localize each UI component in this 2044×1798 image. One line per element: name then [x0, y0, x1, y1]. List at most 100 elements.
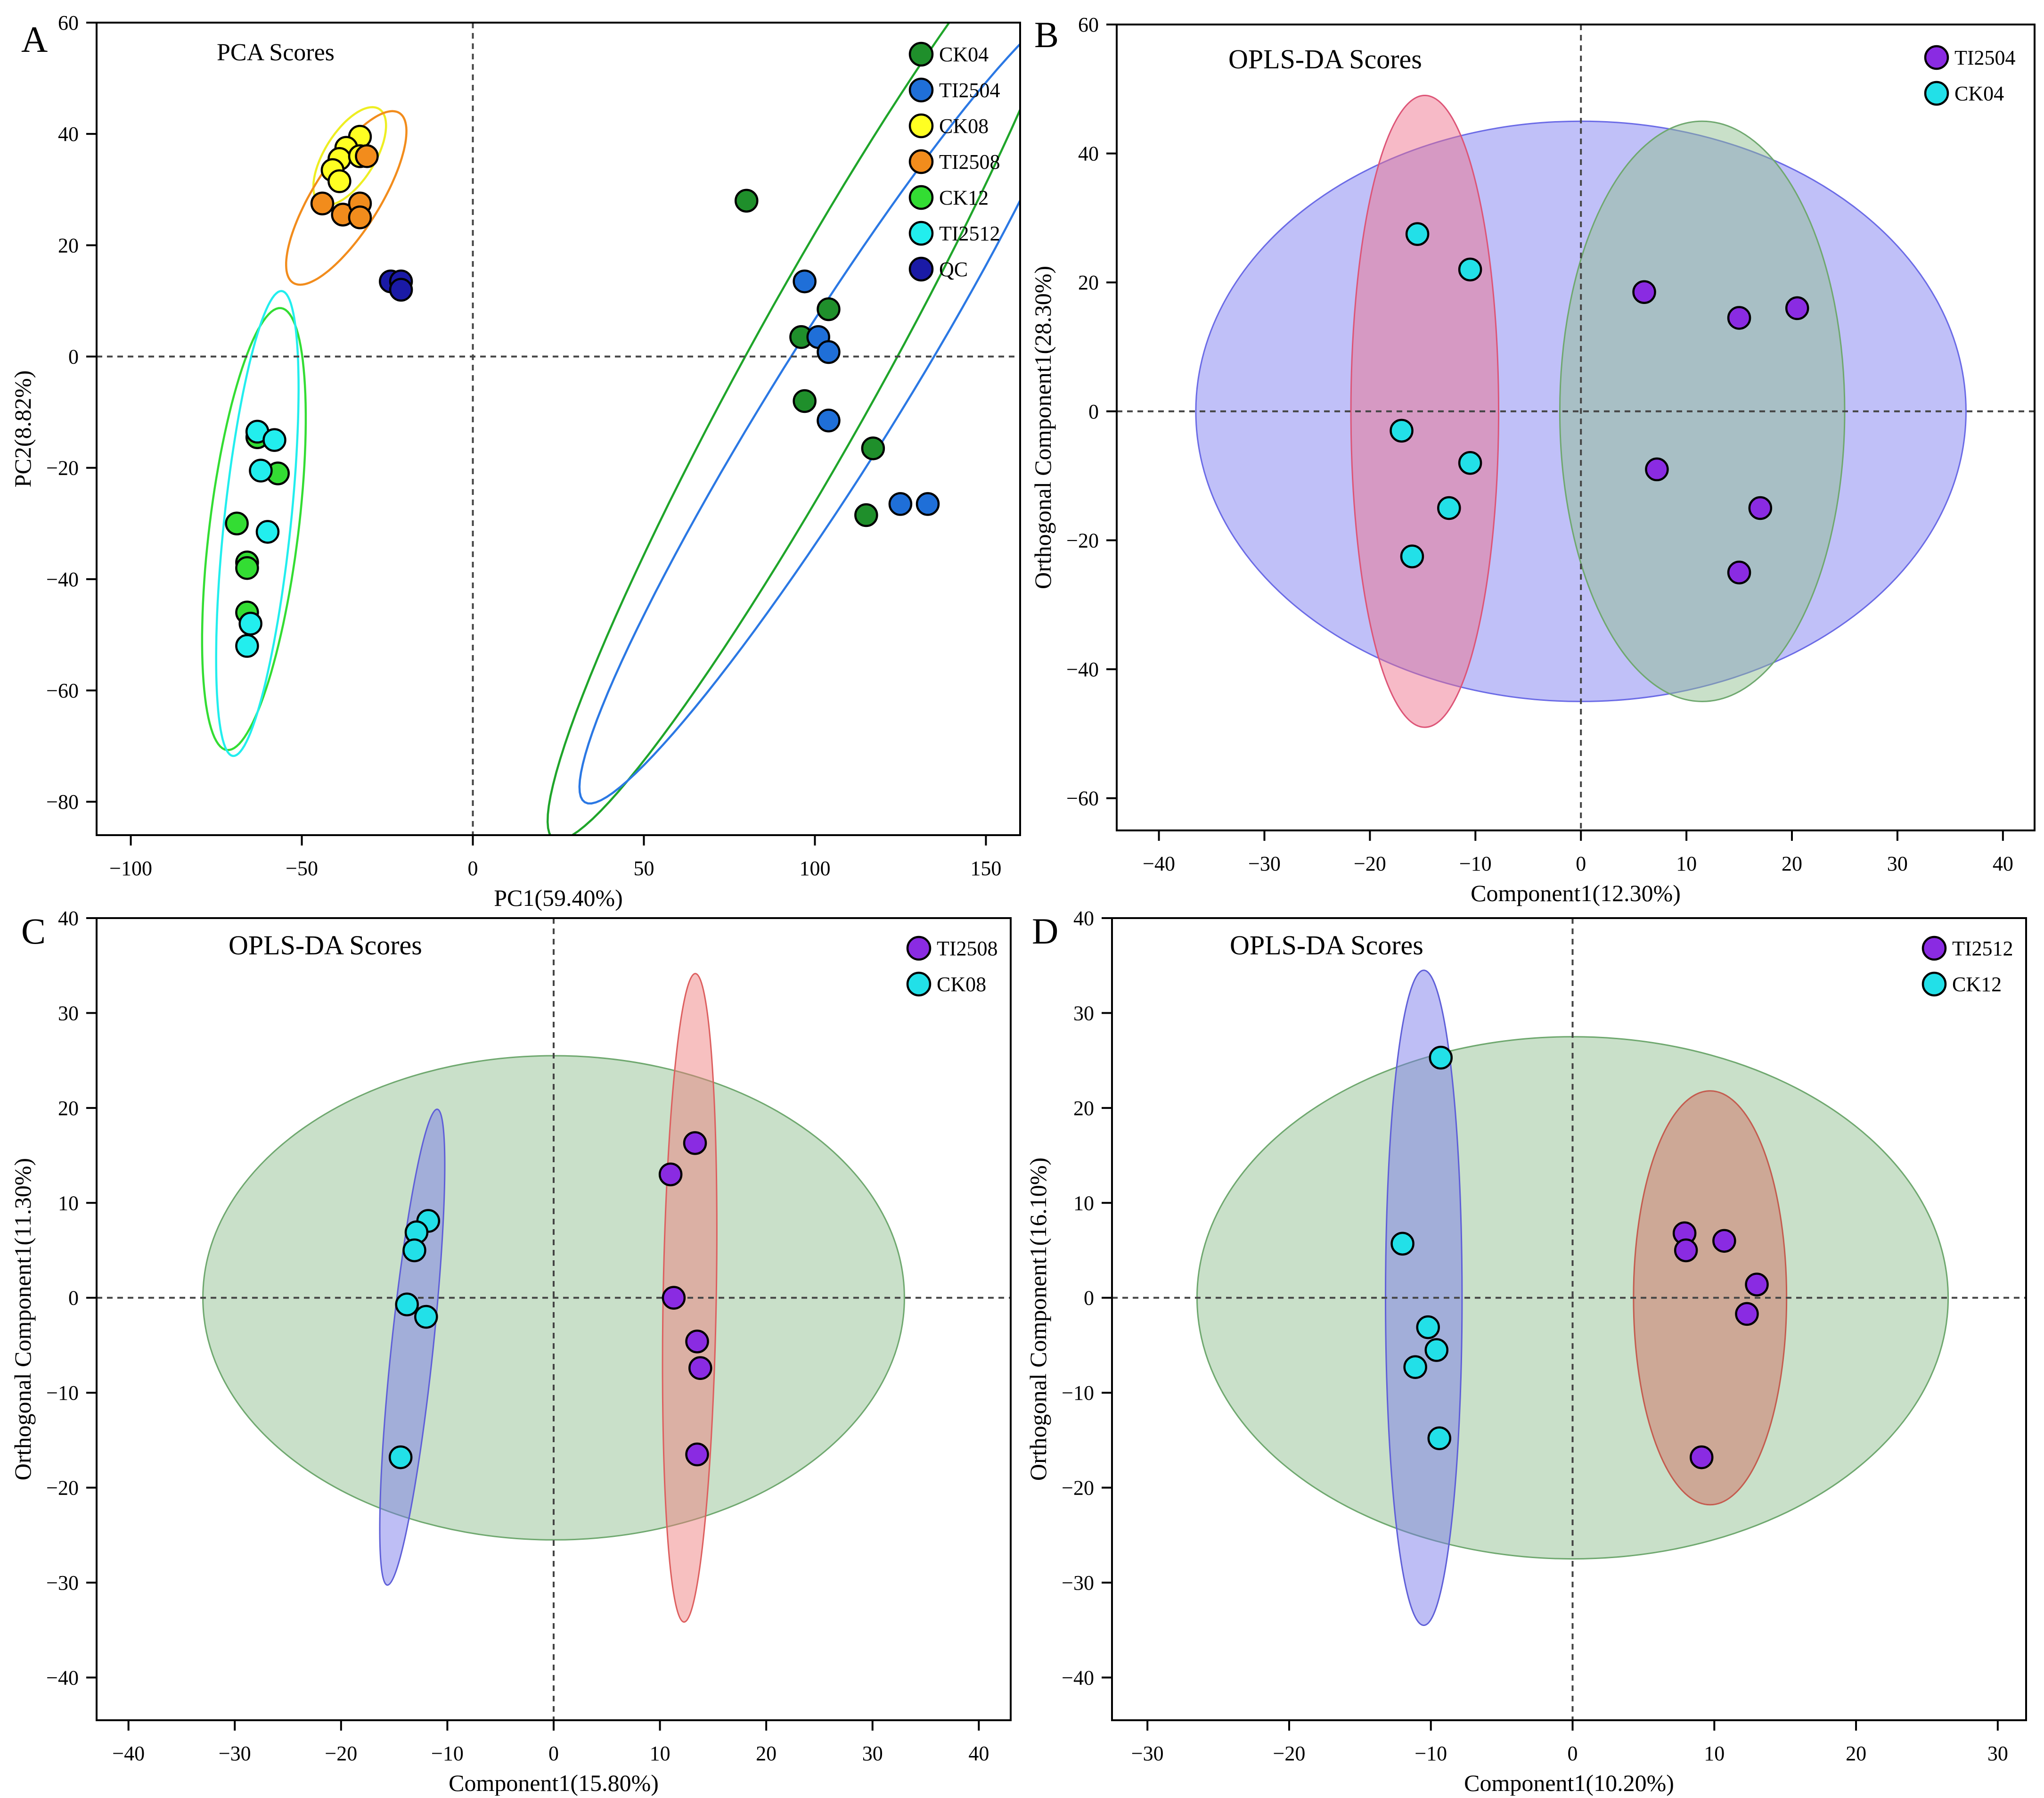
data-point-ck12 [1429, 1045, 1453, 1070]
data-point-ti2508 [685, 1330, 709, 1354]
x-tick-label: −40 [112, 1742, 145, 1765]
data-point-ti2508 [685, 1442, 709, 1467]
x-tick-label: 30 [1987, 1742, 2008, 1765]
x-tick-label: 0 [548, 1742, 559, 1765]
panel-letter: D [1032, 911, 1058, 952]
legend-label: CK04 [1954, 82, 2004, 105]
y-tick-label: −20 [46, 1477, 79, 1500]
legend: TI2504 CK04 [1924, 45, 2016, 106]
panel-c: −40 −30 −20 −10 0 10 20 30 40 −40 −30 −20 −10 0 10 20 30… [9, 907, 1012, 1796]
legend-marker-qc [908, 256, 934, 282]
data-point-ti2512 [255, 520, 280, 544]
data-point-ti2504 [817, 340, 841, 364]
panel-b: −40 −30 −20 −10 0 10 20 30 40 −60 −40 −20 0 20 40 60 Com… [1030, 13, 2036, 906]
y-tick-label: −60 [46, 679, 79, 702]
data-point-ti2508 [348, 205, 372, 230]
x-tick-label: 100 [799, 857, 830, 880]
x-tick-label: −30 [219, 1742, 251, 1765]
data-point-ck12 [1403, 1355, 1427, 1379]
data-point-ck04 [1390, 419, 1414, 443]
y-tick-label: 10 [58, 1191, 79, 1215]
y-tick-label: 40 [58, 123, 79, 146]
data-point-ti2512 [1674, 1238, 1698, 1263]
data-point-ck04 [1458, 451, 1482, 475]
x-axis-label: Component1(12.30%) [1471, 880, 1681, 906]
legend-label: TI2508 [937, 937, 998, 960]
y-tick-label: 20 [1073, 1097, 1094, 1120]
y-tick-label: −20 [46, 457, 79, 480]
legend-marker-ck12 [1921, 971, 1947, 997]
data-point-ck04 [1405, 222, 1430, 246]
x-tick-label: −10 [1414, 1742, 1447, 1765]
x-tick-label: 10 [1676, 852, 1697, 875]
panel-title: PCA Scores [217, 39, 335, 66]
y-tick-label: −10 [1062, 1381, 1094, 1404]
data-point-ck04 [735, 189, 759, 213]
y-tick-label: 20 [58, 234, 79, 257]
x-tick-label: 40 [968, 1742, 989, 1765]
y-tick-label: 40 [58, 907, 79, 930]
x-tick-label: −20 [1354, 852, 1386, 875]
y-tick-label: −30 [1062, 1571, 1094, 1594]
x-tick-label: −30 [1248, 852, 1281, 875]
x-tick-label: −30 [1131, 1742, 1164, 1765]
x-tick-label: −10 [431, 1742, 464, 1765]
x-tick-label: 10 [1704, 1742, 1725, 1765]
data-point-ti2508 [310, 191, 335, 216]
legend-marker-ti2508 [906, 936, 932, 961]
y-tick-label: 40 [1078, 142, 1099, 165]
y-tick-label: −10 [46, 1381, 79, 1404]
data-point-ck04 [861, 436, 885, 460]
x-tick-label: 40 [1993, 852, 2013, 875]
y-tick-label: −20 [1062, 1477, 1094, 1500]
legend-label: TI2512 [1952, 937, 2013, 960]
x-tick-label: 20 [756, 1742, 777, 1765]
panel-d: −30 −20 −10 0 10 20 30 −40 −30 −20 −10 0 10 20 30 40 Com… [1025, 907, 2027, 1796]
legend-marker-ti2512 [908, 221, 934, 246]
y-tick-label: 0 [68, 1287, 79, 1310]
data-point-ti2508 [683, 1131, 707, 1155]
data-point-ti2504 [817, 409, 841, 433]
y-tick-label: 40 [1073, 907, 1094, 930]
data-point-ck04 [1437, 496, 1461, 520]
data-point-ck08 [327, 169, 352, 193]
legend-label: TI2508 [939, 150, 1000, 173]
data-point-ti2504 [1632, 280, 1656, 304]
panel-letter: B [1034, 14, 1059, 55]
plot-area [1117, 25, 2035, 830]
data-point-ti2512 [238, 612, 262, 636]
y-tick-label: −40 [1066, 658, 1099, 681]
legend-marker-ck08 [906, 971, 932, 997]
plot-area [1112, 918, 2026, 1720]
data-point-ck08 [414, 1305, 438, 1329]
y-axis-label: PC2(8.82%) [9, 370, 36, 488]
x-tick-label: 0 [1568, 1742, 1578, 1765]
x-tick-label: −20 [1273, 1742, 1306, 1765]
data-point-ck12 [225, 511, 249, 535]
y-tick-label: 0 [1084, 1287, 1094, 1310]
y-tick-label: 0 [68, 345, 79, 368]
legend-marker-ti2504 [908, 77, 934, 103]
legend: CK04 TI2504 CK08 TI2508 CK12 TI2512 QC [908, 41, 1000, 282]
data-point-ti2512 [235, 634, 259, 658]
legend-marker-ti2508 [908, 149, 934, 174]
plot-frame [1111, 917, 2027, 1721]
x-tick-label: −20 [325, 1742, 357, 1765]
data-point-ck04 [793, 389, 817, 413]
legend-label: QC [939, 258, 968, 281]
x-tick-label: 0 [1576, 852, 1586, 875]
confidence-ellipse-ti2512 [215, 290, 300, 757]
y-tick-label: −40 [46, 568, 79, 591]
legend-marker-ck04 [908, 41, 934, 67]
plot-area [97, 23, 1020, 835]
data-point-ck04 [854, 503, 878, 527]
data-point-ti2504 [1727, 560, 1751, 585]
panel-a: −100 −50 0 50 100 150 −80 −60 −40 −20 0 20 40 60 PC1(5… [9, 11, 1021, 911]
x-tick-label: 30 [862, 1742, 883, 1765]
data-point-ti2504 [916, 492, 940, 516]
y-tick-label: −40 [1062, 1666, 1094, 1689]
legend-marker-ck12 [908, 185, 934, 210]
data-point-ck08 [402, 1238, 426, 1263]
data-point-ti2512 [1745, 1273, 1769, 1297]
data-point-ck04 [1400, 544, 1424, 568]
